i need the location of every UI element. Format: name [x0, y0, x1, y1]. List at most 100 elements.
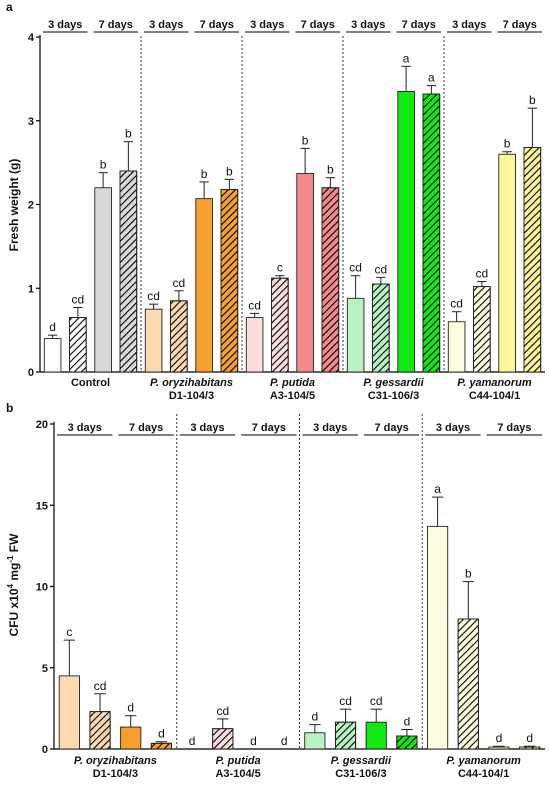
- group-name-1: P. putida: [216, 755, 261, 767]
- significance-letter-2-2: cd: [370, 694, 383, 708]
- y-tick-label-3: 3: [28, 116, 34, 128]
- period-label-1-1: 7 days: [252, 422, 286, 434]
- significance-letter-3-2: d: [496, 731, 503, 745]
- significance-letter-3-3: d: [526, 731, 533, 745]
- significance-letter-0-1: cd: [94, 679, 107, 693]
- bar-3-0: [346, 297, 365, 373]
- bar-4-2: [498, 153, 516, 373]
- bar-hatch-3-1: [372, 283, 390, 373]
- significance-letter-0-1: cd: [72, 293, 85, 307]
- significance-letter-3-0: cd: [349, 261, 362, 275]
- significance-letter-0-2: d: [127, 701, 134, 715]
- group-name-2: P. gessardii: [331, 755, 392, 767]
- period-label-1-0: 3 days: [190, 422, 224, 434]
- bar-hatch-1-1: [212, 728, 234, 750]
- group-name-1: P. oryzihabitans: [150, 377, 233, 389]
- period-label-1-1: 7 days: [200, 19, 234, 31]
- period-label-2-0: 3 days: [313, 422, 347, 434]
- significance-letter-2-1: cd: [339, 694, 352, 708]
- y-tick-label-1: 5: [42, 663, 48, 675]
- significance-letter-2-0: d: [312, 710, 319, 724]
- bar-4-0: [447, 321, 466, 373]
- panel-a: a Fresh weight (g) 0 1 2 3 4 3 days 7 days d cd b…: [6, 0, 545, 402]
- bar-3-2: [397, 90, 415, 373]
- significance-letter-2-0: cd: [248, 298, 261, 312]
- period-label-3-0: 3 days: [351, 19, 385, 31]
- panel-a-label: a: [6, 0, 13, 14]
- bar-0-0: [43, 338, 62, 373]
- significance-letter-1-0: cd: [147, 289, 160, 303]
- bar-hatch-2-1: [334, 721, 357, 750]
- significance-letter-1-1: cd: [173, 276, 186, 290]
- group-name-0: P. oryzihabitans: [74, 755, 157, 767]
- significance-letter-0-0: d: [49, 320, 56, 334]
- panel-b-y-label-main: CFU x10: [7, 588, 21, 636]
- significance-letter-0-0: c: [66, 625, 72, 639]
- y-tick-label-4: 20: [36, 419, 48, 431]
- significance-letter-3-2: a: [403, 51, 410, 65]
- bar-hatch-2-1: [271, 277, 289, 373]
- significance-letter-1-0: d: [189, 734, 196, 748]
- significance-letter-4-2: b: [504, 137, 511, 151]
- significance-letter-4-3: b: [529, 93, 536, 107]
- panel-b-y-axis-label: CFU x104 mg-1 FW: [6, 533, 21, 637]
- period-label-0-0: 3 days: [48, 19, 82, 31]
- period-label-0-0: 3 days: [68, 422, 102, 434]
- panel-a-y-axis-label: Fresh weight (g): [7, 159, 21, 252]
- panel-b-y-label-sup2: -1: [6, 555, 15, 563]
- y-tick-label-2: 10: [36, 582, 48, 594]
- bar-hatch-3-1: [457, 618, 479, 750]
- bar-2-0: [304, 732, 326, 750]
- group-strain-0: D1-104/3: [93, 768, 138, 780]
- group-name-0: Control: [71, 377, 110, 389]
- significance-letter-0-3: b: [125, 127, 132, 141]
- group-strain-4: C44-104/1: [469, 390, 520, 402]
- bar-2-0: [245, 317, 264, 373]
- significance-letter-4-0: cd: [450, 297, 463, 311]
- significance-letter-3-3: a: [428, 71, 435, 85]
- bar-hatch-1-1: [170, 300, 188, 373]
- bar-hatch-4-1: [473, 286, 491, 373]
- significance-letter-3-1: cd: [375, 262, 388, 276]
- period-label-3-0: 3 days: [436, 422, 470, 434]
- panel-b-y-label-end: FW: [7, 533, 21, 556]
- group-strain-1: D1-104/3: [169, 390, 214, 402]
- period-label-0-1: 7 days: [129, 422, 163, 434]
- y-tick-label-0: 0: [28, 367, 34, 379]
- significance-letter-1-3: b: [226, 164, 233, 178]
- group-strain-3: C44-104/1: [458, 768, 509, 780]
- y-tick-label-2: 2: [28, 200, 34, 212]
- bar-hatch-3-3: [422, 93, 441, 373]
- panel-b-y-label-mid: mg: [7, 563, 21, 584]
- bar-0-2: [94, 187, 112, 373]
- period-label-2-0: 3 days: [250, 19, 284, 31]
- group-strain-2: C31-106/3: [335, 768, 386, 780]
- group-strain-2: A3-104/5: [270, 390, 315, 402]
- bar-0-2: [120, 726, 142, 750]
- panel-b: b CFU x104 mg-1 FW 0 5 10 15 20 3 days 7 days c…: [6, 401, 545, 780]
- group-strain-1: A3-104/5: [215, 768, 260, 780]
- period-label-0-1: 7 days: [99, 19, 133, 31]
- y-tick-label-1: 1: [28, 283, 34, 295]
- period-label-3-1: 7 days: [497, 422, 531, 434]
- group-name-3: P. yamanorum: [446, 755, 521, 767]
- bar-1-2: [195, 198, 213, 373]
- group-name-4: P. yamanorum: [457, 377, 532, 389]
- bar-2-2: [296, 173, 314, 373]
- significance-letter-2-2: b: [302, 133, 309, 147]
- significance-letter-4-1: cd: [476, 267, 489, 281]
- bar-3-2: [488, 746, 510, 750]
- panel-b-plot: 0 5 10 15 20 3 days 7 days c cd d d P. oryzihabitan…: [36, 414, 545, 780]
- significance-letter-3-1: b: [465, 567, 472, 581]
- bar-2-2: [365, 721, 387, 750]
- bar-hatch-0-1: [89, 711, 111, 750]
- significance-letter-2-1: c: [277, 261, 283, 275]
- bar-hatch-0-3: [119, 170, 138, 373]
- group-strain-3: C31-106/3: [368, 390, 419, 402]
- bar-hatch-2-3: [396, 735, 418, 750]
- panel-b-y-label-sup1: 4: [6, 583, 15, 588]
- bar-hatch-3-3: [519, 746, 541, 750]
- significance-letter-2-3: d: [404, 715, 411, 729]
- period-label-4-0: 3 days: [452, 19, 486, 31]
